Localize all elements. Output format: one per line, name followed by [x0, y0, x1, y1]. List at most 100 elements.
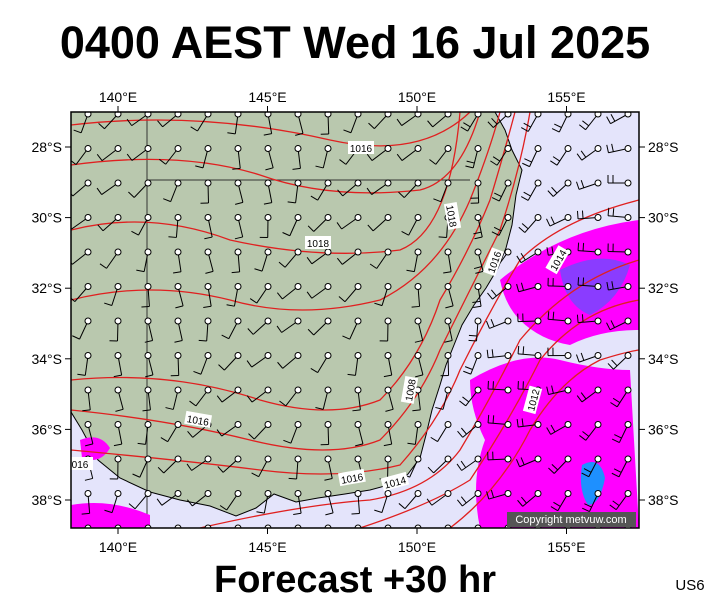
station [145, 422, 151, 428]
station [385, 387, 391, 393]
station [175, 353, 181, 359]
station [265, 318, 271, 324]
station [145, 353, 151, 359]
barb-flag [487, 532, 491, 539]
station [505, 180, 511, 186]
station [235, 249, 241, 255]
barb-flag [168, 237, 176, 238]
station [115, 353, 121, 359]
lat-label: 32°S [31, 280, 62, 296]
caption: Forecast +30 hr [214, 559, 496, 600]
isobar-label: 1016 [350, 144, 373, 155]
station [535, 422, 541, 428]
barb-flag [157, 533, 162, 539]
station [115, 387, 121, 393]
lon-label: 150°E [398, 539, 436, 555]
station [415, 491, 421, 497]
station [505, 215, 511, 221]
station [85, 353, 91, 359]
station [505, 146, 511, 152]
lat-label: 38°S [648, 492, 679, 508]
barb-flag [578, 277, 579, 285]
station [445, 249, 451, 255]
station [355, 249, 361, 255]
barb-staff [195, 528, 208, 543]
station [385, 146, 391, 152]
station [535, 318, 541, 324]
station [205, 249, 211, 255]
barb-flag [224, 545, 232, 547]
station [175, 318, 181, 324]
station [535, 353, 541, 359]
barb-flag [77, 546, 85, 547]
lat-label: 30°S [648, 210, 679, 226]
barb-flag [548, 311, 549, 319]
station [265, 180, 271, 186]
station [145, 180, 151, 186]
station [325, 353, 331, 359]
station [295, 146, 301, 152]
station [85, 284, 91, 290]
station [565, 387, 571, 393]
barb-staff [491, 528, 508, 539]
station [325, 146, 331, 152]
station [175, 215, 181, 221]
station [385, 215, 391, 221]
station [145, 284, 151, 290]
station [355, 387, 361, 393]
station [175, 491, 181, 497]
barb-flag [459, 538, 465, 543]
station [475, 387, 481, 393]
barb-flag [582, 314, 583, 322]
station [535, 249, 541, 255]
station [205, 180, 211, 186]
station [445, 284, 451, 290]
barb-staff [162, 528, 178, 540]
barb-flag [578, 243, 579, 251]
station [355, 318, 361, 324]
station [295, 215, 301, 221]
barb-flag [613, 208, 614, 216]
station [145, 456, 151, 462]
lon-label: 140°E [99, 539, 137, 555]
station [595, 491, 601, 497]
station [385, 318, 391, 324]
barb-staff [377, 528, 388, 544]
barb-flag [346, 546, 354, 547]
station [325, 387, 331, 393]
code: US6 [675, 577, 704, 594]
barb-flag [82, 513, 90, 514]
station [265, 215, 271, 221]
barb-flag [323, 548, 331, 549]
station [625, 422, 631, 428]
station [565, 146, 571, 152]
barb-flag [439, 237, 447, 238]
station [175, 422, 181, 428]
station [415, 456, 421, 462]
station [205, 284, 211, 290]
station [595, 215, 601, 221]
station [475, 180, 481, 186]
barb-flag [462, 534, 468, 539]
barb-staff [84, 528, 88, 548]
lat-label: 28°S [648, 139, 679, 155]
station [625, 284, 631, 290]
station [295, 318, 301, 324]
station [445, 180, 451, 186]
station [595, 284, 601, 290]
station [445, 491, 451, 497]
station [625, 146, 631, 152]
barb-flag [469, 340, 477, 341]
station [205, 146, 211, 152]
station [85, 215, 91, 221]
station [85, 387, 91, 393]
station [325, 422, 331, 428]
station [475, 422, 481, 428]
isobar-label: 1018 [307, 239, 330, 250]
station [445, 387, 451, 393]
station [265, 249, 271, 255]
station [85, 422, 91, 428]
station [325, 284, 331, 290]
station [355, 422, 361, 428]
